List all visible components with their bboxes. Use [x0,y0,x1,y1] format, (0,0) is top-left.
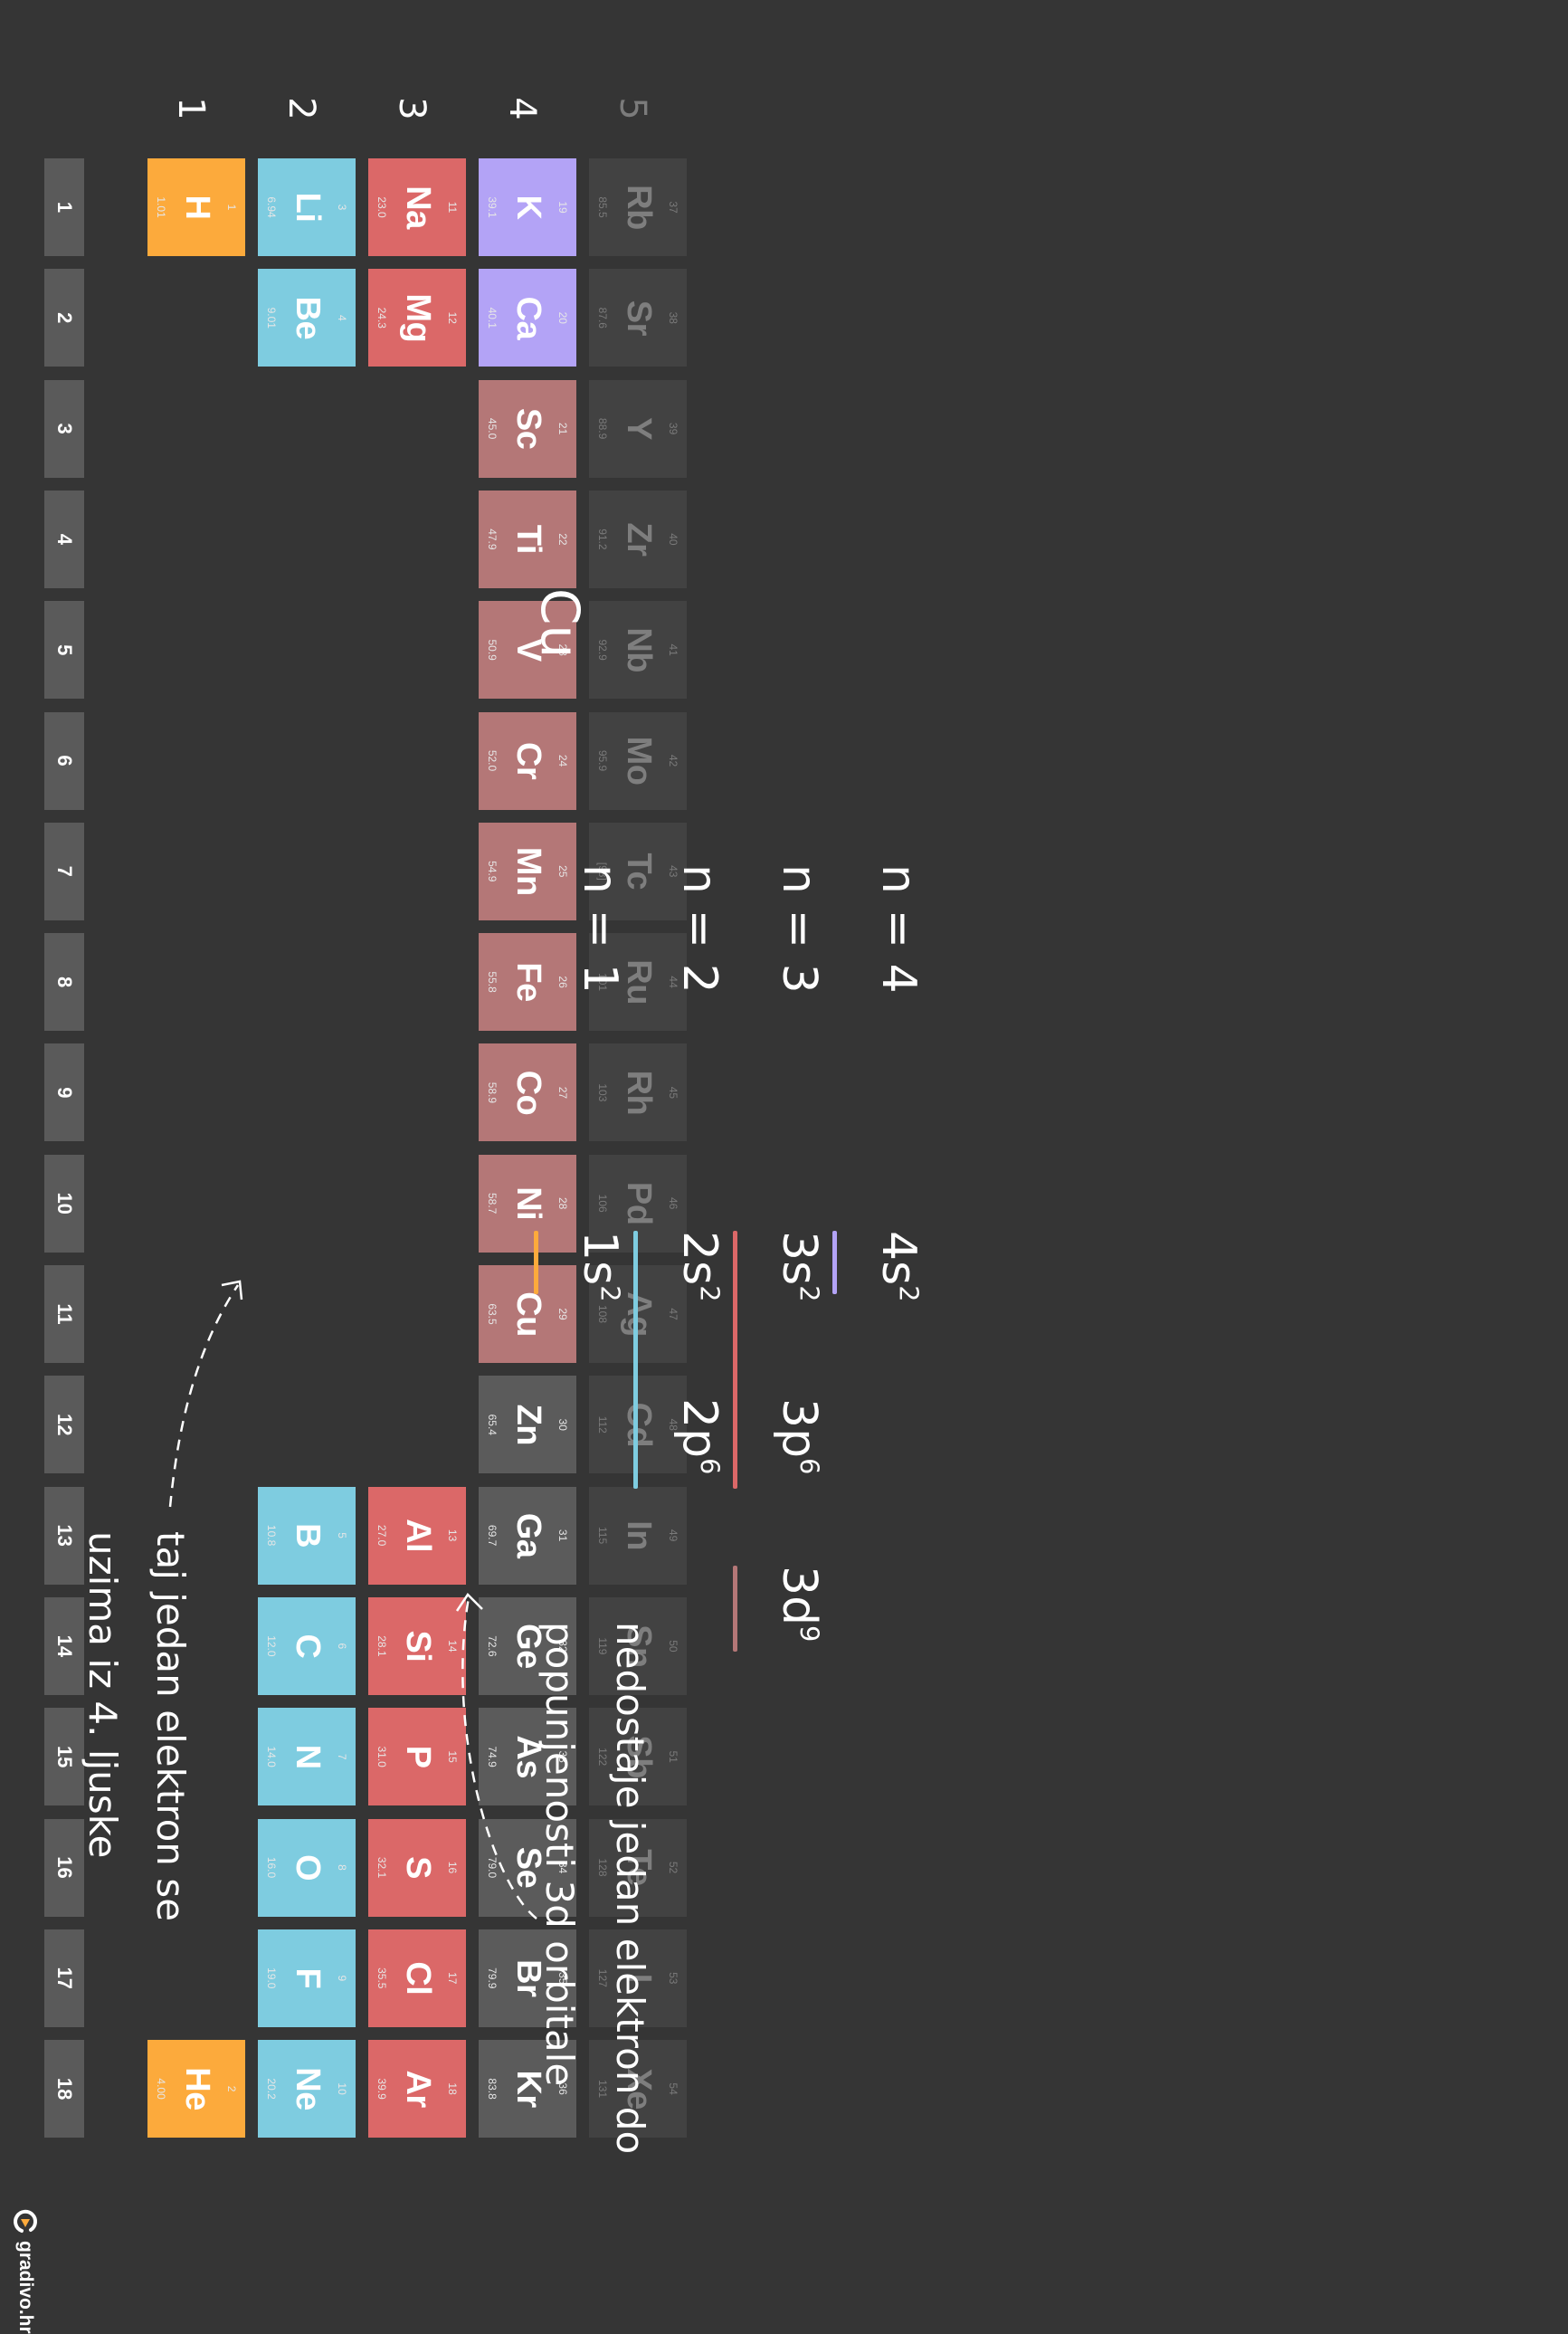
arrow-to-3d [461,1596,537,1920]
gradivo-logo-icon [14,2209,38,2233]
gradivo-logo[interactable]: gradivo.hr [12,2208,39,2334]
arrow-to-4s-head [221,1280,243,1300]
gradivo-logo-text: gradivo.hr [15,2241,36,2334]
arrow-to-4s [168,1284,240,1508]
arrow-to-3d-head [455,1593,483,1612]
annotation-arrows [168,1280,537,1920]
